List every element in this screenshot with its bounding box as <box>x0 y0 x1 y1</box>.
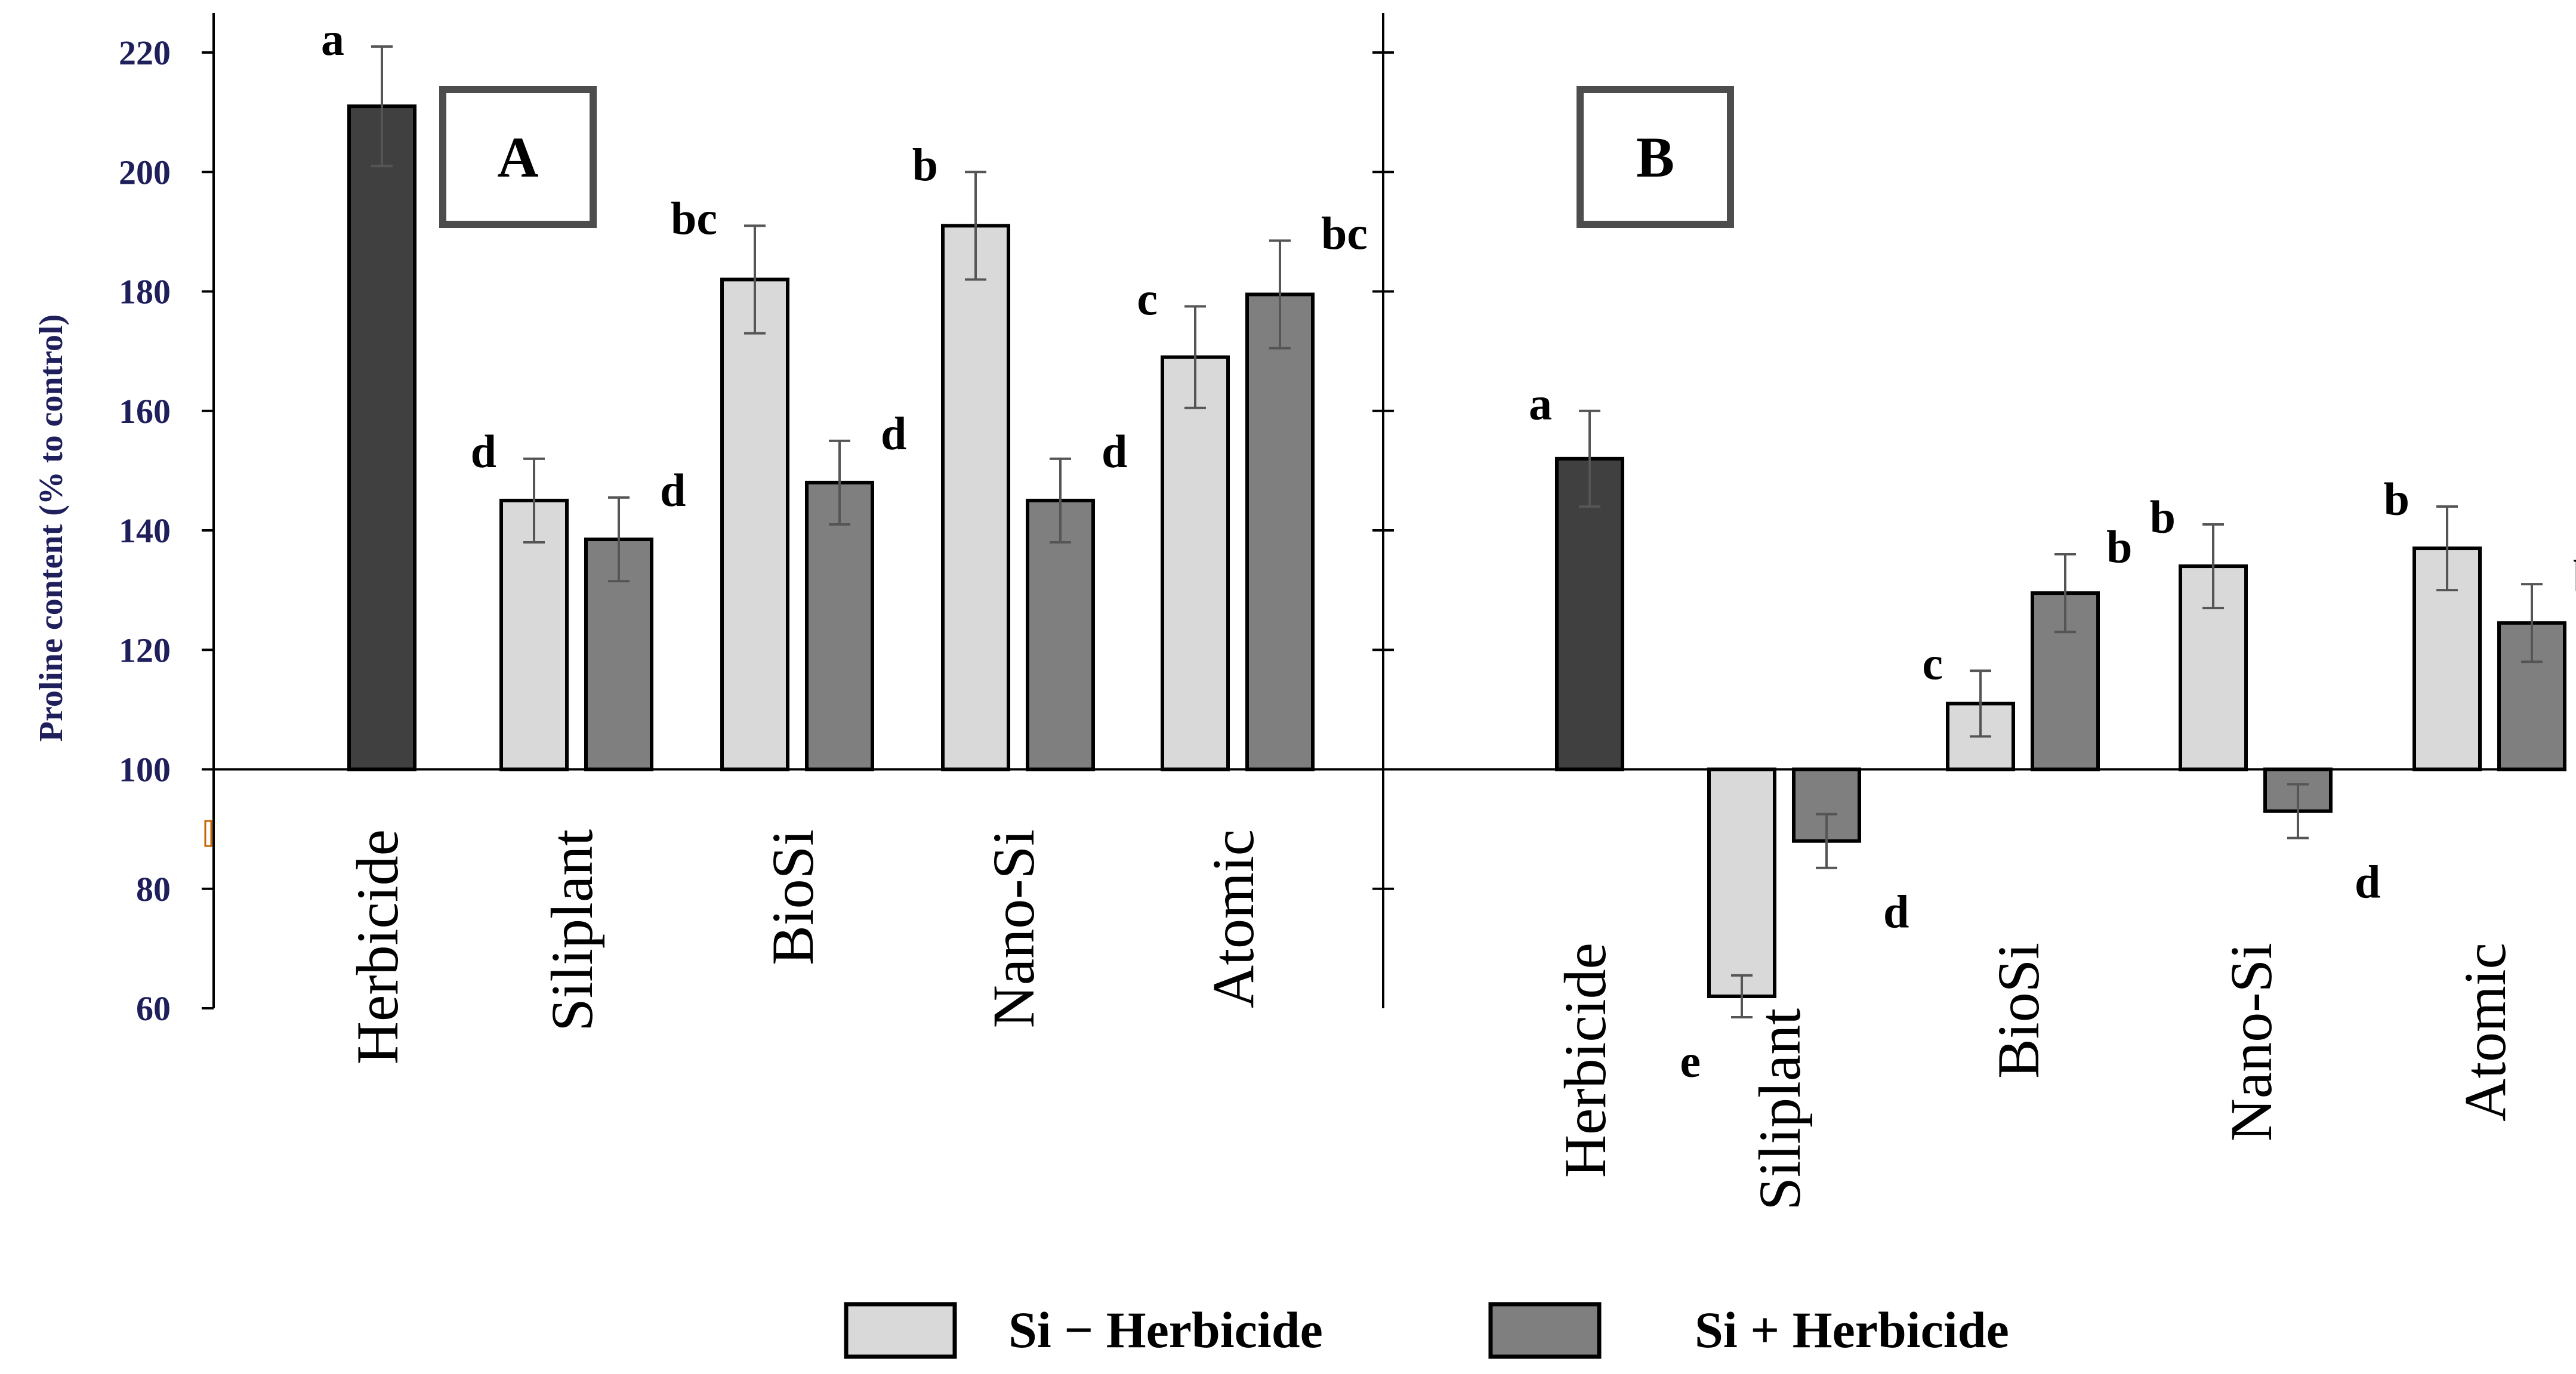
bar-A-Nano-Si-plus-letter: d <box>1102 425 1127 477</box>
bar-A-BioSi-minus <box>720 277 789 771</box>
y-tick-label-160: 160 <box>119 392 171 431</box>
panel-label-A: A <box>497 125 538 189</box>
bar-A-Siliplant-minus <box>499 498 569 771</box>
y-tick-label-120: 120 <box>119 631 171 669</box>
y-tick-label-80: 80 <box>136 870 171 909</box>
bar-B-Siliplant-plus-letter: d <box>1883 886 1909 938</box>
bar-A-Atomic-minus <box>1161 355 1230 771</box>
category-label-B-Herbicide: Herbicide <box>1552 943 1618 1178</box>
y-tick-label-200: 200 <box>119 153 171 192</box>
bar-A-BioSi-plus <box>805 480 874 771</box>
bar-A-Atomic-minus-letter: c <box>1137 273 1158 325</box>
panel-box-B <box>1577 86 1734 228</box>
legend-label-2: Si + Herbicide <box>1695 1301 2009 1358</box>
category-label-A-Nano-Si: Nano-Si <box>980 829 1047 1028</box>
bar-B-Siliplant-minus-letter: e <box>1680 1035 1701 1087</box>
bar-A-BioSi-plus-letter: d <box>881 407 906 459</box>
bar-B-Siliplant-minus <box>1707 767 1776 998</box>
category-label-B-Nano-Si: Nano-Si <box>2218 943 2284 1141</box>
bar-B-Atomic-minus-letter: b <box>2384 473 2410 525</box>
y-tick-label-220: 220 <box>119 33 171 72</box>
legend-swatch-1 <box>844 1302 957 1359</box>
bar-A-Siliplant-plus-letter: d <box>660 464 686 516</box>
category-label-A-Herbicide: Herbicide <box>344 829 411 1064</box>
panel-label-B: B <box>1636 125 1674 189</box>
y-tick-label-140: 140 <box>119 511 171 550</box>
legend-label-1: Si − Herbicide <box>1008 1301 1323 1358</box>
category-label-B-BioSi: BioSi <box>1985 943 2051 1079</box>
data-labels: aHerbicideddSiliplantbcdBioSibdNano-Sicb… <box>321 13 2576 1211</box>
bar-A-Atomic-plus-letter: bc <box>1321 207 1368 259</box>
bar-A-herbicide <box>347 104 417 771</box>
y-axis-label: Proline content (% to control) <box>33 314 70 742</box>
axes: 60 80 100 120 140 160 180 200 220 A B <box>119 13 2554 1028</box>
bar-A-Atomic-plus <box>1245 292 1315 771</box>
bars <box>347 45 2566 1019</box>
y-tick-label-180: 180 <box>119 273 171 311</box>
bar-A-Nano-Si-minus-letter: b <box>912 138 938 190</box>
bar-B-BioSi-minus-letter: c <box>1922 637 1943 689</box>
y-tick-label-100: 100 <box>119 751 171 789</box>
bar-B-herbicide-letter: a <box>1529 378 1552 430</box>
bar-B-Nano-Si-minus-letter: b <box>2150 491 2176 543</box>
bar-A-BioSi-minus-letter: bc <box>671 192 717 244</box>
bar-A-Siliplant-minus-letter: d <box>471 425 496 477</box>
category-label-B-Siliplant: Siliplant <box>1747 1008 1813 1211</box>
bar-A-herbicide-letter: a <box>321 13 344 65</box>
y-tick-label-60: 60 <box>136 989 171 1028</box>
bar-B-Atomic-plus-letter: b <box>2573 551 2576 603</box>
bar-A-Nano-Si-minus <box>941 224 1010 771</box>
bar-B-herbicide <box>1555 456 1624 771</box>
category-label-B-Atomic: Atomic <box>2452 943 2518 1122</box>
bar-B-BioSi-plus-letter: b <box>2106 521 2132 573</box>
axis-marker <box>204 820 212 847</box>
panel-box-A <box>439 86 597 228</box>
category-label-A-Atomic: Atomic <box>1200 829 1266 1008</box>
legend-swatch-2 <box>1488 1302 1602 1359</box>
category-label-A-BioSi: BioSi <box>760 829 826 965</box>
bar-A-Nano-Si-plus <box>1026 498 1095 771</box>
category-label-A-Siliplant: Siliplant <box>539 829 605 1032</box>
legend: Si − Herbicide Si + Herbicide <box>844 1301 2009 1359</box>
bar-B-Nano-Si-plus-letter: d <box>2355 856 2380 908</box>
